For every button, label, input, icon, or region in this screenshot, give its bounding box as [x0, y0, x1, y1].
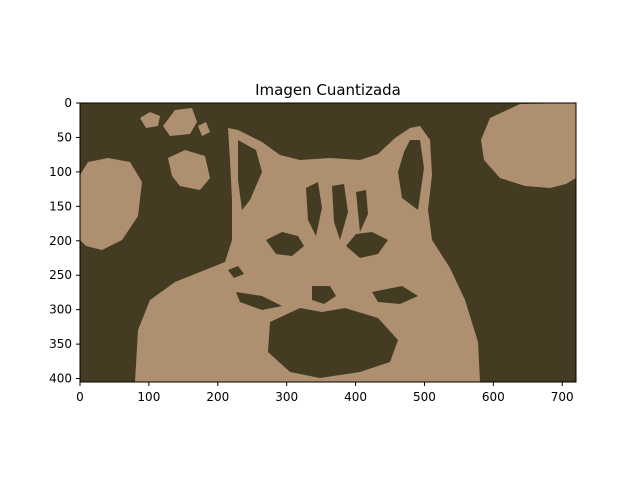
y-tick-label: 50	[57, 130, 72, 144]
x-tick-label: 500	[413, 390, 436, 404]
image-dark-forehead-stripe	[356, 190, 368, 232]
image-dark-left-eye	[266, 232, 304, 256]
image-dark-left-ear-inner	[238, 140, 262, 210]
image-cat-silhouette	[135, 126, 480, 382]
x-tick-label: 600	[482, 390, 505, 404]
image-dark-right-cheek-stripes	[372, 286, 418, 304]
y-tick-label: 400	[49, 372, 72, 386]
x-tick-label: 0	[76, 390, 84, 404]
image-dark-speck	[228, 266, 244, 278]
y-axis: 0 50 100 150 200 250 300 350 400	[49, 96, 80, 386]
x-tick-label: 700	[551, 390, 574, 404]
image-light-speck-2	[163, 108, 197, 136]
image-dark-right-ear-inner	[398, 140, 424, 210]
y-tick-label: 300	[49, 303, 72, 317]
y-tick-label: 350	[49, 337, 72, 351]
x-tick-label: 400	[344, 390, 367, 404]
image-dark-mouth-chin	[268, 308, 398, 378]
image-dark-forehead-stripe	[306, 182, 322, 236]
image-dark-right-eye	[346, 232, 388, 258]
image-light-speck-4	[198, 122, 210, 136]
quantized-image	[80, 103, 576, 382]
image-dark-nose	[312, 286, 336, 304]
y-tick-label: 150	[49, 199, 72, 213]
y-tick-label: 200	[49, 234, 72, 248]
image-dark-forehead-stripe	[332, 184, 348, 240]
image-light-speck-1	[140, 112, 160, 128]
image-light-blob-top-right	[481, 103, 576, 188]
x-tick-label: 100	[137, 390, 160, 404]
y-tick-label: 250	[49, 268, 72, 282]
y-tick-label: 0	[64, 96, 72, 110]
image-light-speck-3	[168, 150, 210, 190]
y-tick-label: 100	[49, 165, 72, 179]
chart-title: Imagen Cuantizada	[255, 81, 401, 99]
image-dark-left-cheek-stripes	[236, 292, 282, 310]
x-tick-label: 200	[206, 390, 229, 404]
x-axis: 0 100 200 300 400 500 600 700	[76, 382, 574, 404]
axes-frame	[79, 102, 577, 383]
image-light-blob-left	[80, 158, 142, 250]
x-tick-label: 300	[275, 390, 298, 404]
